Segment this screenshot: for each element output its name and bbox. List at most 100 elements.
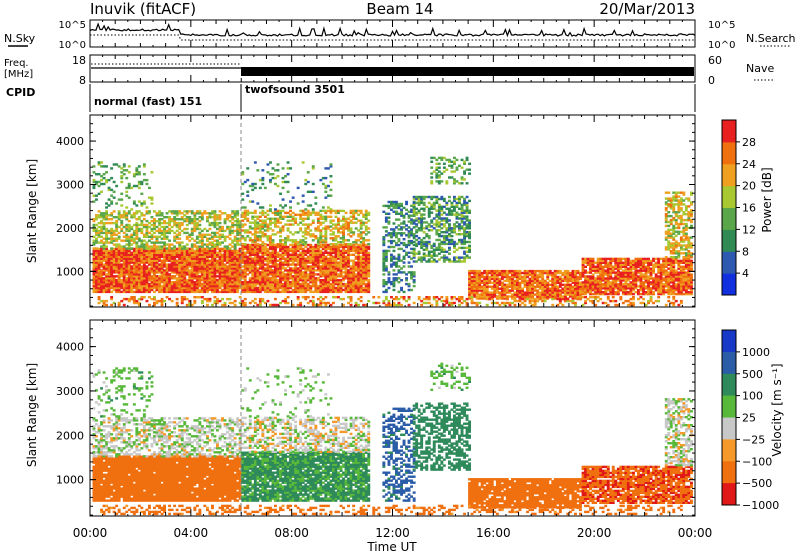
power-cell [122,263,126,266]
power-cell [231,263,235,266]
power-cell [301,265,305,268]
power-cell [344,290,348,294]
power-cell [170,249,174,253]
power-cell [430,254,434,257]
power-cell [453,209,456,212]
power-cell [440,156,444,160]
power-cell [480,275,484,279]
power-cell [357,255,361,258]
power-cell [105,253,108,256]
power-cell [200,273,204,276]
power-cell [173,255,177,258]
power-cell [294,253,298,256]
power-cell [324,239,328,242]
power-cell [420,225,424,228]
power-cell [430,207,434,210]
power-cell [437,223,441,226]
power-cell [258,286,262,290]
power-cell [168,284,171,288]
power-cell [92,165,96,168]
power-cell [231,231,235,235]
power-cell [395,200,398,204]
power-cell [117,271,121,274]
power-cell [274,269,277,272]
power-cell [407,214,411,217]
power-cell [135,247,139,250]
power-cell [362,221,366,224]
power-cell [102,277,106,280]
power-cell [263,251,267,254]
power-cell [269,273,272,276]
power-cell [233,284,237,288]
power-cell [193,286,197,290]
power-cell [301,263,305,266]
power-cell [468,221,471,224]
power-cell [304,281,308,284]
power-cell [347,265,350,268]
power-cell [407,236,411,239]
power-cell [468,293,471,296]
power-cell [505,279,509,283]
power-cell [427,223,431,226]
power-cell [228,225,232,229]
power-cell [213,288,217,292]
power-cell [422,244,426,248]
power-cell [453,244,456,248]
power-cell [193,253,197,256]
power-cell [206,261,209,264]
power-cell [296,202,300,205]
power-cell [115,216,119,219]
power-cell [505,295,509,298]
power-cell [158,227,161,231]
power-cell [362,279,366,282]
power-cell [518,285,522,288]
power-cell [465,203,469,206]
power-cell [478,283,482,286]
power-cell [483,281,487,284]
power-cell [415,234,419,238]
power-cell [95,282,98,286]
power-cell [221,233,224,236]
power-cell [410,239,413,243]
power-cell [160,259,164,262]
power-cell [195,210,199,213]
power-cell [148,225,151,229]
power-cell [274,225,277,228]
power-cell [294,239,298,242]
power-cell [115,259,119,262]
power-cell [485,291,489,294]
power-cell [508,271,512,275]
power-cell [390,282,393,286]
power-cell [316,213,320,216]
power-cell [309,281,313,284]
power-cell [231,275,235,278]
power-cell [458,227,461,230]
power-cell [130,214,134,217]
power-cell [160,241,164,244]
power-cell [294,275,298,278]
power-cell [117,212,121,215]
power-cell [117,279,121,282]
power-cell [422,236,426,240]
power-cell [125,267,129,270]
power-cell [458,207,461,210]
power-cell [392,230,396,233]
power-cell [493,275,497,279]
power-cell [417,256,421,259]
power-cell [528,285,532,288]
power-cell [206,288,209,292]
power-cell [256,267,260,270]
power-cell [236,251,240,254]
power-cell [511,295,514,298]
power-cell [241,277,245,280]
power-cell [299,290,303,294]
power-cell [405,228,408,231]
power-cell [256,249,260,253]
power-cell [125,265,129,268]
power-cell [170,267,174,270]
power-cell [122,259,126,262]
power-cell [246,290,250,294]
power-cell [337,275,340,278]
power-cell [364,229,368,232]
power-cell [97,163,101,166]
